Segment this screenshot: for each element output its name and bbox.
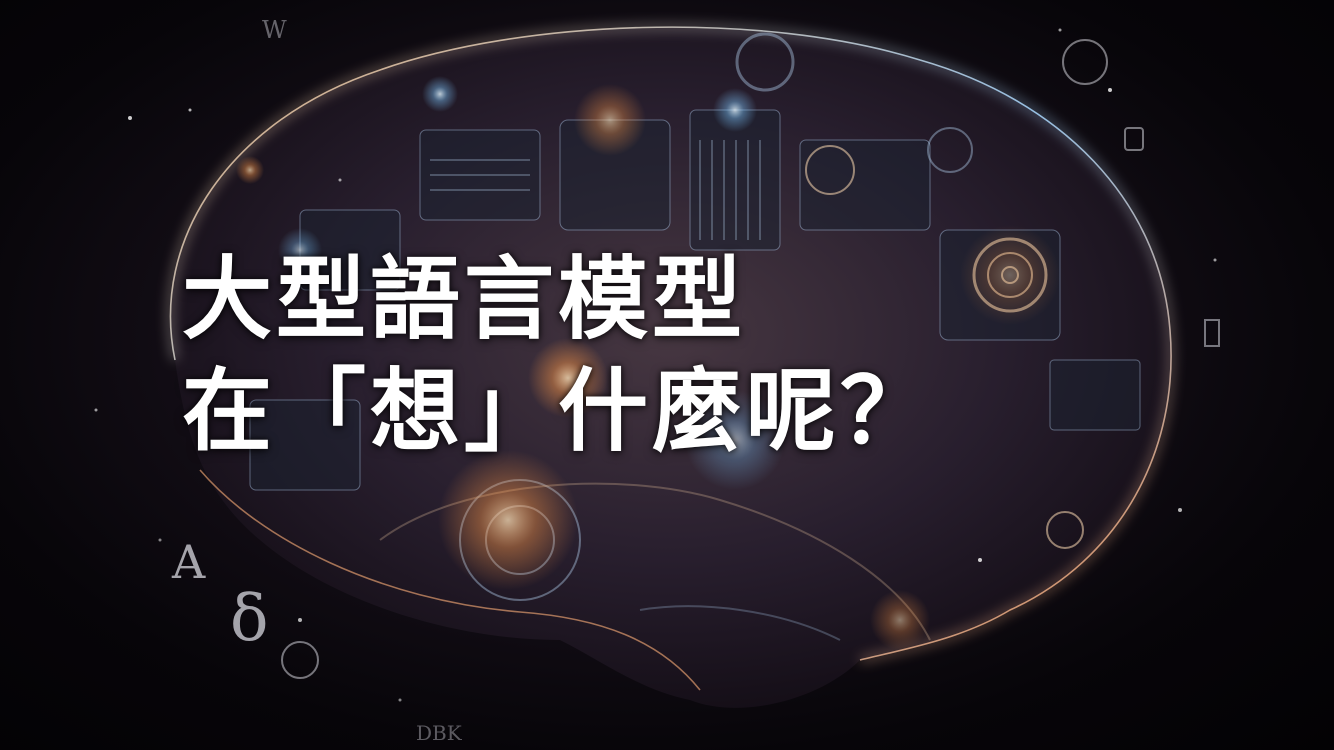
symbol-delta: δ	[230, 582, 269, 656]
symbol-w: W	[262, 16, 287, 44]
symbol-a: A	[171, 535, 206, 589]
title-line-2: 在「想」什麼呢？	[182, 359, 934, 464]
title-line-1: 大型語言模型	[182, 247, 746, 352]
symbol-dbk: DBK	[416, 721, 463, 745]
slide-title: 大型語言模型 在「想」什麼呢？	[182, 244, 1182, 468]
